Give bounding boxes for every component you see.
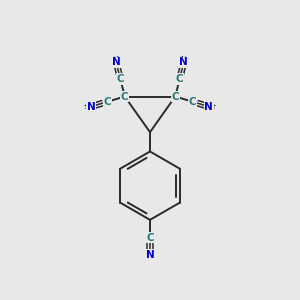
Text: C: C [176,74,183,84]
Text: N: N [146,250,154,260]
Text: C: C [104,97,112,106]
Text: C: C [146,233,154,243]
Text: C: C [188,97,196,106]
Text: N: N [179,58,188,68]
Text: N: N [205,102,213,112]
Text: C: C [172,92,179,101]
Text: C: C [121,92,128,101]
Text: C: C [117,74,124,84]
Text: N: N [87,102,95,112]
Text: N: N [112,58,121,68]
